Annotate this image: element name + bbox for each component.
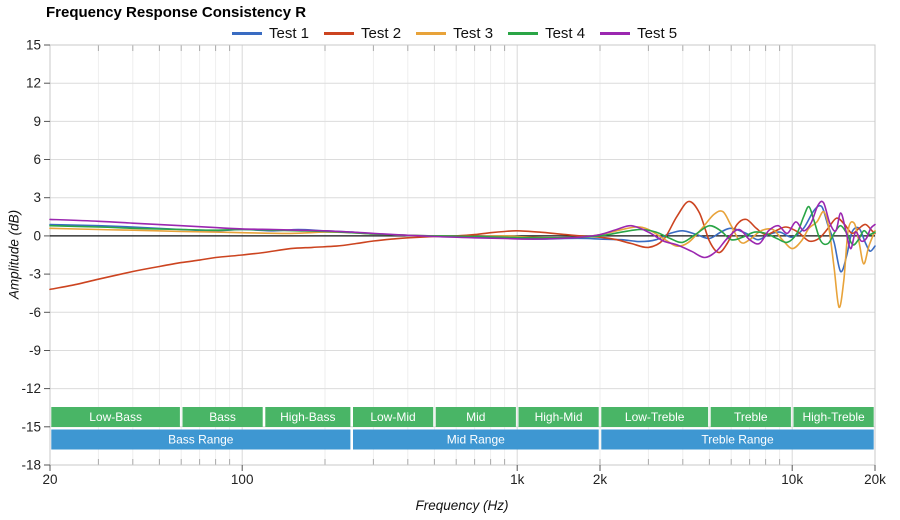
legend-item-test-3[interactable]: Test 3 — [416, 25, 493, 42]
legend: Test 1 Test 2 Test 3 Test 4 Test 5 — [232, 25, 677, 42]
y-tick-label: -15 — [21, 419, 41, 434]
legend-label-test-1: Test 1 — [269, 25, 310, 42]
y-tick-label: 6 — [33, 152, 41, 167]
band-label-bass-range: Bass Range — [168, 433, 234, 447]
y-tick-label: -12 — [21, 381, 41, 396]
y-tick-label: -3 — [29, 267, 41, 282]
legend-swatch-test-2 — [324, 32, 355, 35]
band-bass — [182, 407, 263, 427]
band-high-treble — [793, 407, 874, 427]
band-label-treble: Treble — [734, 410, 768, 424]
x-tick-label: 20k — [864, 472, 886, 487]
band-bass-range — [51, 429, 351, 450]
band-label-high-bass: High-Bass — [280, 410, 335, 424]
y-tick-label: -9 — [29, 343, 41, 358]
horizontal-gridlines — [50, 44, 875, 466]
legend-label-test-5: Test 5 — [637, 25, 678, 42]
legend-item-test-4[interactable]: Test 4 — [508, 25, 585, 42]
x-tick-label: 10k — [781, 472, 803, 487]
plot-border — [49, 44, 876, 466]
x-tick-label: 2k — [593, 472, 608, 487]
chart-title: Frequency Response Consistency R — [46, 4, 307, 21]
band-high-bass — [265, 407, 351, 427]
legend-item-test-1[interactable]: Test 1 — [232, 25, 309, 42]
y-axis-label: Amplitude (dB) — [6, 209, 22, 300]
band-low-bass — [51, 407, 180, 427]
y-tick-label: -6 — [29, 305, 41, 320]
band-high-mid — [518, 407, 599, 427]
band-label-bass: Bass — [209, 410, 236, 424]
legend-swatch-test-1 — [232, 32, 262, 35]
band-treble — [710, 407, 791, 427]
band-mid — [435, 407, 516, 427]
series-line-test-2 — [49, 200, 876, 291]
legend-label-test-2: Test 2 — [361, 25, 402, 42]
legend-label-test-4: Test 4 — [545, 25, 586, 42]
legend-swatch-test-4 — [508, 32, 539, 35]
y-tick-label: -18 — [21, 458, 41, 473]
band-label-high-treble: High-Treble — [802, 410, 865, 424]
x-tick-label: 100 — [231, 472, 254, 487]
y-tick-label: 0 — [33, 228, 41, 243]
legend-swatch-test-5 — [600, 32, 631, 35]
band-label-high-mid: High-Mid — [535, 410, 583, 424]
y-tick-label: 3 — [33, 190, 41, 205]
legend-item-test-2[interactable]: Test 2 — [324, 25, 401, 42]
band-treble-range — [601, 429, 874, 450]
band-mid-range — [353, 429, 599, 450]
band-label-mid: Mid — [466, 410, 485, 424]
band-label-treble-range: Treble Range — [701, 433, 774, 447]
band-low-treble — [601, 407, 709, 427]
minor-gridlines — [97, 45, 781, 465]
band-label-low-treble: Low-Treble — [625, 410, 685, 424]
series-line-test-5 — [49, 200, 876, 259]
y-tick-label: 15 — [26, 38, 41, 53]
legend-label-test-3: Test 3 — [453, 25, 494, 42]
band-label-low-mid: Low-Mid — [370, 410, 415, 424]
legend-item-test-5[interactable]: Test 5 — [600, 25, 677, 42]
x-axis-label: Frequency (Hz) — [415, 498, 509, 513]
frequency-range-bands: Low-Bass Bass High-Bass Low-Mid Mid High-Mid L… — [51, 407, 874, 450]
legend-swatch-test-3 — [416, 32, 447, 35]
band-label-mid-range: Mid Range — [447, 433, 505, 447]
y-tick-label: 12 — [26, 76, 41, 91]
y-tick-label: 9 — [33, 114, 41, 129]
x-tick-label: 20 — [42, 472, 57, 487]
band-label-low-bass: Low-Bass — [89, 410, 142, 424]
band-low-mid — [353, 407, 434, 427]
x-tick-label: 1k — [510, 472, 525, 487]
